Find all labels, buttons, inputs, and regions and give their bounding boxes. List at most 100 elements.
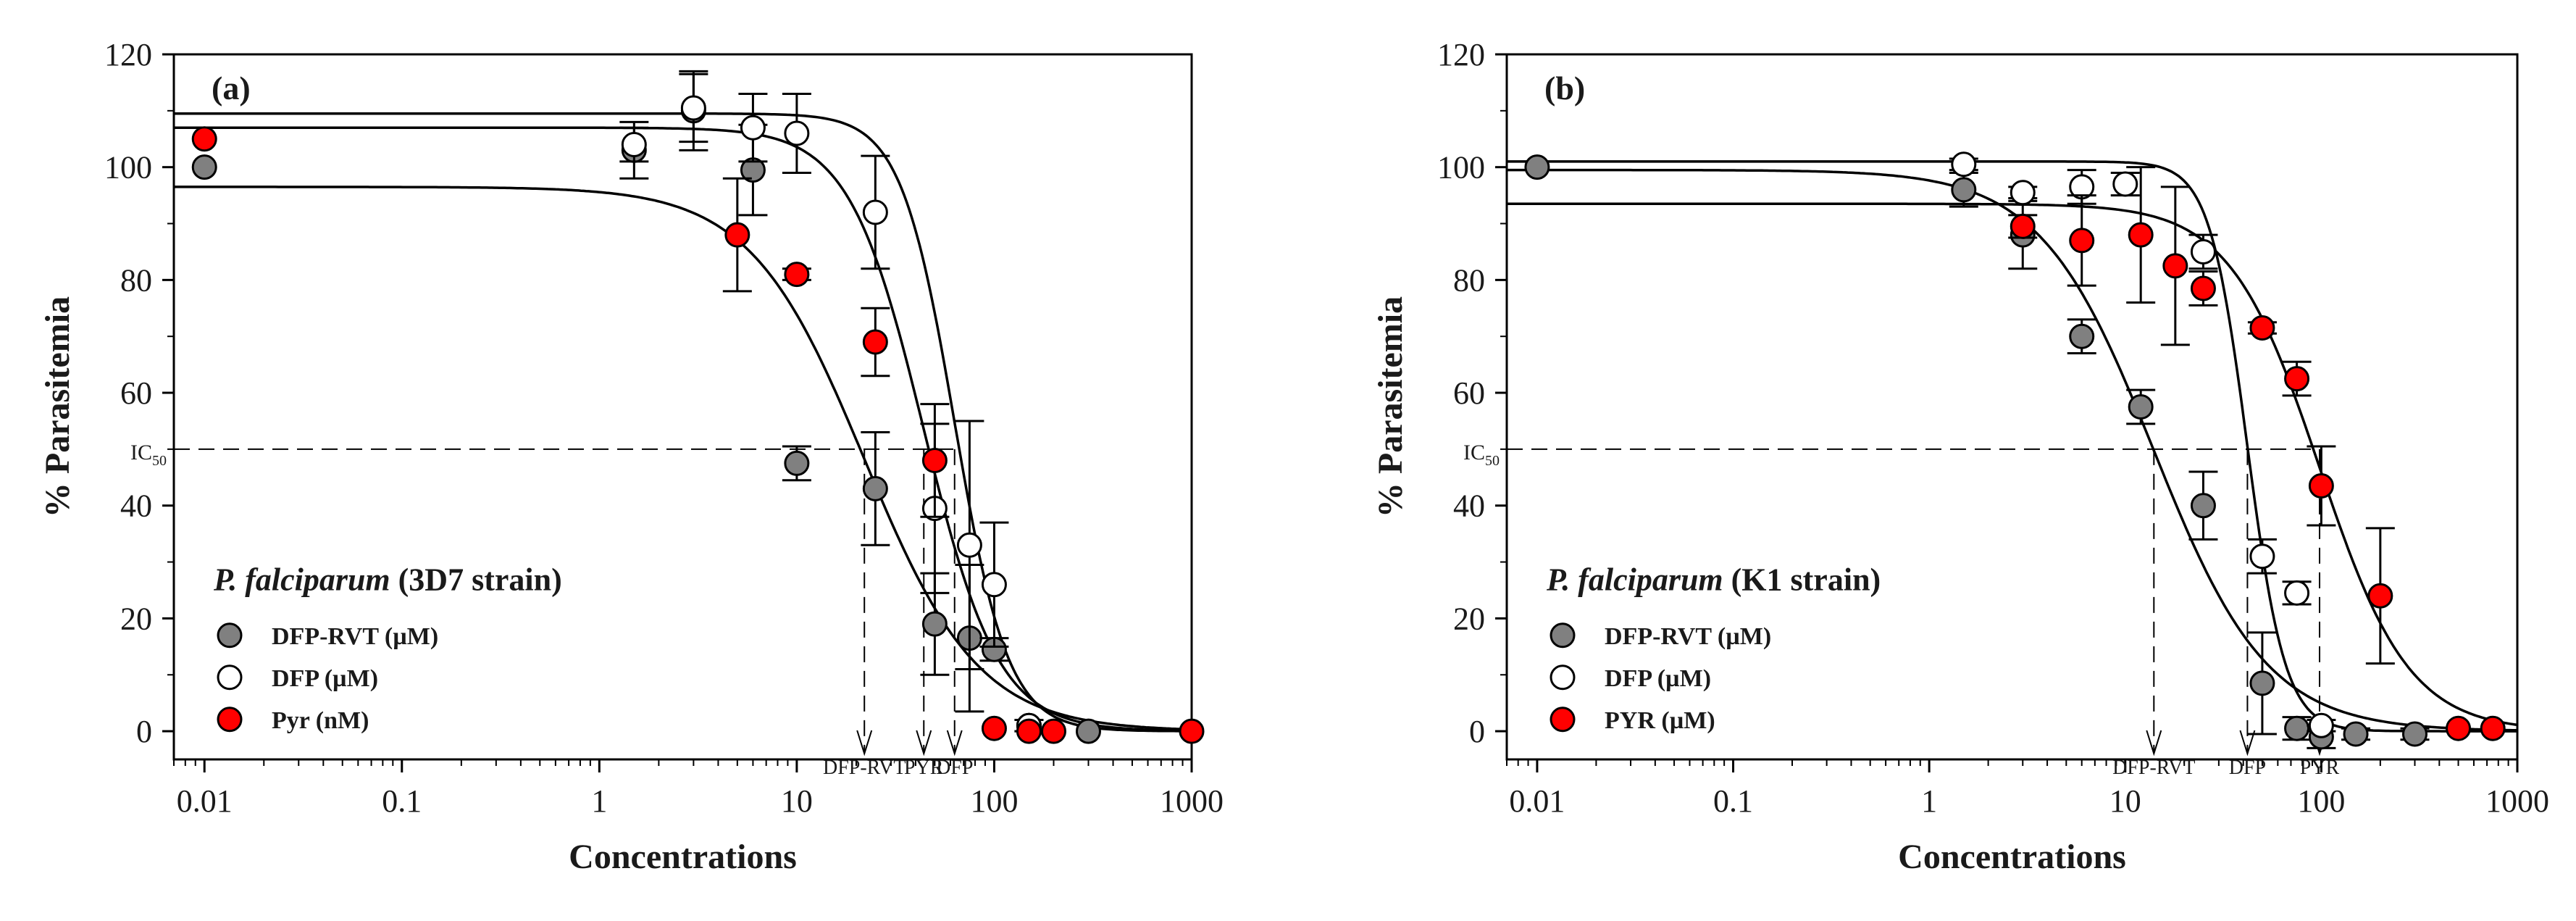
data-point — [956, 532, 982, 558]
data-point — [2308, 472, 2334, 499]
panel-tag: (a) — [212, 70, 251, 107]
legend-entry: DFP (µM) — [1605, 665, 1711, 692]
y-tick-label: 40 — [1453, 488, 1485, 524]
data-point — [2284, 580, 2310, 606]
data-point — [621, 132, 647, 158]
data-point — [191, 126, 217, 152]
legend-entry: PYR (µM) — [1605, 707, 1715, 734]
data-point — [2284, 366, 2310, 392]
legend-title: P. falciparum (3D7 strain) — [213, 562, 562, 597]
data-point — [784, 262, 810, 288]
data-point — [1524, 154, 1550, 180]
data-point — [1951, 177, 1977, 203]
data-point — [2402, 721, 2428, 747]
data-point — [2010, 213, 2036, 239]
data-point — [981, 572, 1007, 598]
x-tick-label: 1000 — [1160, 783, 1224, 819]
x-tick-label: 0.01 — [177, 783, 233, 819]
y-tick-label: 20 — [120, 601, 152, 636]
data-point — [2069, 323, 2095, 349]
data-point — [1075, 718, 1101, 744]
data-point — [921, 611, 948, 637]
x-axis-title: Concentrations — [569, 838, 797, 876]
ic50-axis-label: IC50 — [1463, 441, 1500, 469]
data-point — [2162, 253, 2188, 279]
panel-tag: (b) — [1544, 70, 1585, 107]
data-point — [2284, 715, 2310, 741]
y-tick-label: 0 — [136, 714, 152, 749]
x-tick-label: 0.1 — [1713, 783, 1753, 819]
ic50-marker-label: DFP-RVT — [823, 757, 906, 779]
data-point — [2010, 180, 2036, 206]
ic50-axis-label-subscript: 50 — [1485, 453, 1500, 469]
x-tick-label: 10 — [2109, 783, 2141, 819]
ic50-arrow — [916, 730, 932, 757]
x-tick-label: 10 — [781, 783, 813, 819]
data-point — [1016, 718, 1042, 744]
legend-entry: Pyr (nM) — [272, 707, 369, 734]
plot-frame — [172, 53, 1193, 761]
data-point — [921, 447, 948, 473]
legend-title-strain: (K1 strain) — [1723, 562, 1881, 597]
legend-marker — [217, 707, 243, 733]
ic50-arrow — [946, 730, 963, 757]
data-point — [2343, 721, 2369, 747]
y-tick-label: 120 — [1437, 37, 1485, 72]
data-point — [2249, 543, 2275, 570]
x-tick-label: 1000 — [2485, 783, 2549, 819]
data-point — [1179, 718, 1205, 744]
y-tick-label: 80 — [120, 262, 152, 298]
ic50-arrow — [856, 730, 873, 757]
data-point — [740, 114, 766, 141]
y-tick-label: 0 — [1469, 714, 1485, 749]
x-tick-label: 1 — [591, 783, 607, 819]
y-tick-label: 20 — [1453, 601, 1485, 636]
data-point — [981, 715, 1007, 741]
legend-marker — [217, 664, 243, 691]
data-point — [2190, 238, 2216, 264]
data-point — [2308, 712, 2334, 738]
ic50-marker-label: DFP — [936, 757, 973, 779]
legend-title: P. falciparum (K1 strain) — [1546, 562, 1881, 597]
legend-title-strain: (3D7 strain) — [390, 562, 562, 597]
fit-curve — [174, 126, 1192, 733]
ic50-arrow — [2146, 730, 2162, 757]
chart-panel-a: 0 20 40 60 80 100 120 0.01 0.1 1 10 100 1000 Concentr… — [38, 37, 1224, 876]
legend-entry: DFP (µM) — [272, 665, 378, 692]
legend-marker — [1550, 622, 1576, 649]
chart-panel-b: 0 20 40 60 80 100 120 0.01 0.1 1 10 100 1000 Concentr… — [1371, 37, 2549, 876]
data-point — [2128, 222, 2154, 248]
ic50-axis-label: IC50 — [130, 441, 167, 469]
y-axis-title: % Parasitemia — [38, 296, 77, 517]
ic50-marker-label: PYR — [904, 757, 944, 779]
ic50-marker-label: DFP-RVT — [2112, 757, 2195, 779]
data-point — [2249, 670, 2275, 696]
fit-curve — [1507, 168, 2518, 732]
data-point — [2367, 583, 2393, 609]
ic50-arrow — [2239, 730, 2256, 757]
ic50-axis-label-subscript: 50 — [152, 453, 167, 469]
data-point — [2446, 715, 2472, 741]
data-point — [2190, 493, 2216, 519]
legend-title-species: P. falciparum — [1546, 562, 1723, 597]
data-point — [1951, 151, 1977, 178]
fit-curve — [1507, 202, 2518, 727]
y-axis-title: % Parasitemia — [1371, 296, 1410, 517]
plot-frame — [1505, 53, 2519, 761]
data-point — [2249, 315, 2275, 341]
data-point — [2069, 228, 2095, 254]
y-tick-label: 40 — [120, 488, 152, 524]
data-point — [2190, 275, 2216, 301]
data-point — [2480, 715, 2506, 741]
y-tick-label: 100 — [1437, 150, 1485, 186]
data-point — [862, 199, 888, 225]
legend-title-species: P. falciparum — [213, 562, 390, 597]
legend-entry: DFP-RVT (µM) — [1605, 623, 1771, 650]
y-tick-label: 60 — [120, 375, 152, 411]
legend-marker — [1550, 707, 1576, 733]
data-point — [191, 154, 217, 180]
y-tick-label: 80 — [1453, 262, 1485, 298]
ic50-marker-label: DFP — [2229, 757, 2266, 779]
x-axis-title: Concentrations — [1898, 838, 2126, 876]
